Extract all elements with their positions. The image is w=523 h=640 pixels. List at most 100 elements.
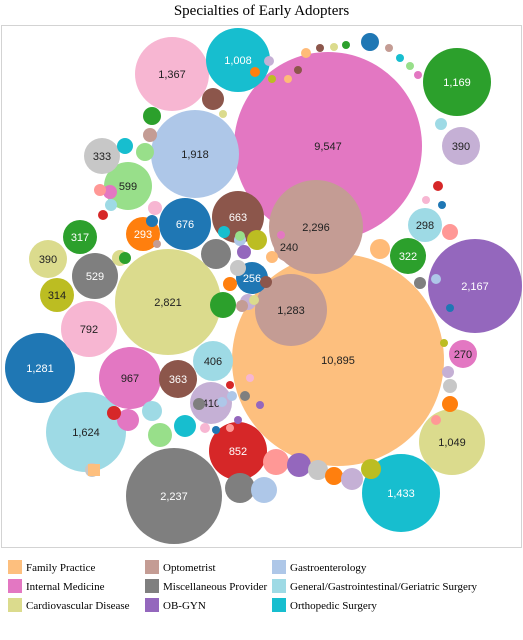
- bubble-9,547[interactable]: 9,547: [234, 52, 422, 240]
- small-bubble[interactable]: [287, 453, 311, 477]
- bubble-circle[interactable]: [362, 454, 440, 532]
- small-bubble[interactable]: [277, 231, 285, 239]
- small-bubble[interactable]: [440, 339, 448, 347]
- bubble-circle[interactable]: [419, 409, 485, 475]
- small-bubble[interactable]: [370, 239, 390, 259]
- bubble-circle[interactable]: [115, 249, 221, 355]
- bubble-1,918[interactable]: 1,918: [151, 110, 239, 198]
- small-bubble[interactable]: [422, 196, 430, 204]
- bubble-circle[interactable]: [104, 162, 152, 210]
- small-bubble[interactable]: [234, 416, 242, 424]
- bubble-circle[interactable]: [209, 422, 267, 480]
- small-bubble[interactable]: [431, 274, 441, 284]
- legend-item[interactable]: Optometrist: [145, 560, 216, 576]
- small-bubble[interactable]: [210, 292, 236, 318]
- small-bubble[interactable]: [284, 75, 292, 83]
- small-bubble[interactable]: [226, 381, 234, 389]
- small-bubble[interactable]: [143, 107, 161, 125]
- small-bubble[interactable]: [240, 391, 250, 401]
- bubble-322[interactable]: 322: [390, 238, 426, 274]
- small-bubble[interactable]: [438, 201, 446, 209]
- small-bubble[interactable]: [223, 277, 237, 291]
- small-bubble[interactable]: [148, 201, 162, 215]
- small-bubble[interactable]: [212, 426, 220, 434]
- bubble-390[interactable]: 390: [29, 240, 67, 278]
- bubble-circle[interactable]: [449, 340, 477, 368]
- bubble-852[interactable]: 852: [209, 422, 267, 480]
- small-bubble[interactable]: [202, 88, 224, 110]
- legend-item[interactable]: Miscellaneous Provider: [145, 579, 267, 595]
- small-bubble[interactable]: [237, 245, 251, 259]
- bubble-2,237[interactable]: 2,237: [126, 448, 222, 544]
- small-bubble[interactable]: [227, 391, 237, 401]
- small-bubble[interactable]: [446, 312, 458, 324]
- small-bubble[interactable]: [119, 252, 131, 264]
- bubble-967[interactable]: 967: [99, 347, 161, 409]
- bubble-1,049[interactable]: 1,049: [419, 409, 485, 475]
- bubble-circle[interactable]: [63, 220, 97, 254]
- small-bubble[interactable]: [442, 366, 454, 378]
- bubble-circle[interactable]: [151, 110, 239, 198]
- legend-item[interactable]: General/Gastrointestinal/Geriatric Surge…: [272, 579, 477, 595]
- small-bubble[interactable]: [117, 138, 133, 154]
- small-bubble[interactable]: [414, 277, 426, 289]
- small-bubble[interactable]: [396, 54, 404, 62]
- small-bubble[interactable]: [442, 396, 458, 412]
- small-bubble[interactable]: [236, 300, 248, 312]
- small-bubble[interactable]: [247, 230, 267, 250]
- bubble-1,624[interactable]: 1,624: [46, 392, 126, 472]
- bubble-676[interactable]: 676: [159, 198, 211, 250]
- bubble-circle[interactable]: [61, 301, 117, 357]
- small-bubble[interactable]: [246, 374, 254, 382]
- small-bubble[interactable]: [199, 367, 209, 377]
- bubble-298[interactable]: 298: [408, 208, 442, 242]
- small-bubble[interactable]: [433, 181, 443, 191]
- small-bubble[interactable]: [251, 477, 277, 503]
- legend-item[interactable]: Internal Medicine: [8, 579, 105, 595]
- bubble-circle[interactable]: [99, 347, 161, 409]
- small-bubble[interactable]: [226, 424, 234, 432]
- small-bubble[interactable]: [218, 226, 230, 238]
- small-bubble[interactable]: [143, 128, 157, 142]
- bubble-circle[interactable]: [274, 232, 304, 262]
- bubble-circle[interactable]: [29, 240, 67, 278]
- bubble-circle[interactable]: [423, 48, 491, 116]
- bubble-circle[interactable]: [234, 52, 422, 240]
- small-bubble[interactable]: [263, 449, 289, 475]
- bubble-2,821[interactable]: 2,821: [115, 249, 221, 355]
- bubble-1,008[interactable]: 1,008: [206, 28, 270, 92]
- bubble-1,433[interactable]: 1,433: [362, 454, 440, 532]
- small-bubble[interactable]: [256, 401, 264, 409]
- small-bubble[interactable]: [361, 459, 381, 479]
- small-bubble[interactable]: [431, 415, 441, 425]
- legend-item[interactable]: Orthopedic Surgery: [272, 598, 377, 614]
- bubble-circle[interactable]: [408, 208, 442, 242]
- small-bubble[interactable]: [225, 473, 255, 503]
- bubble-circle[interactable]: [72, 253, 118, 299]
- small-bubble[interactable]: [142, 401, 162, 421]
- small-bubble[interactable]: [200, 423, 210, 433]
- small-bubble[interactable]: [219, 110, 227, 118]
- bubble-240[interactable]: 240: [274, 232, 304, 262]
- bubble-circle[interactable]: [46, 392, 126, 472]
- small-bubble[interactable]: [406, 62, 414, 70]
- small-bubble[interactable]: [435, 118, 447, 130]
- legend-item[interactable]: Family Practice: [8, 560, 95, 576]
- bubble-circle[interactable]: [126, 448, 222, 544]
- bubble-circle[interactable]: [190, 382, 232, 424]
- small-bubble[interactable]: [301, 48, 311, 58]
- small-bubble[interactable]: [230, 260, 246, 276]
- small-bubble[interactable]: [105, 199, 117, 211]
- bubble-314[interactable]: 314: [40, 278, 74, 312]
- small-bubble[interactable]: [217, 397, 227, 407]
- small-bubble[interactable]: [103, 185, 117, 199]
- small-bubble[interactable]: [260, 276, 272, 288]
- small-bubble[interactable]: [342, 41, 350, 49]
- small-bubble[interactable]: [107, 406, 121, 420]
- small-bubble[interactable]: [250, 67, 260, 77]
- bubble-circle[interactable]: [390, 238, 426, 274]
- small-bubble[interactable]: [249, 295, 259, 305]
- bubble-1,283[interactable]: 1,283: [255, 274, 327, 346]
- small-bubble[interactable]: [442, 224, 458, 240]
- bubble-317[interactable]: 317: [63, 220, 97, 254]
